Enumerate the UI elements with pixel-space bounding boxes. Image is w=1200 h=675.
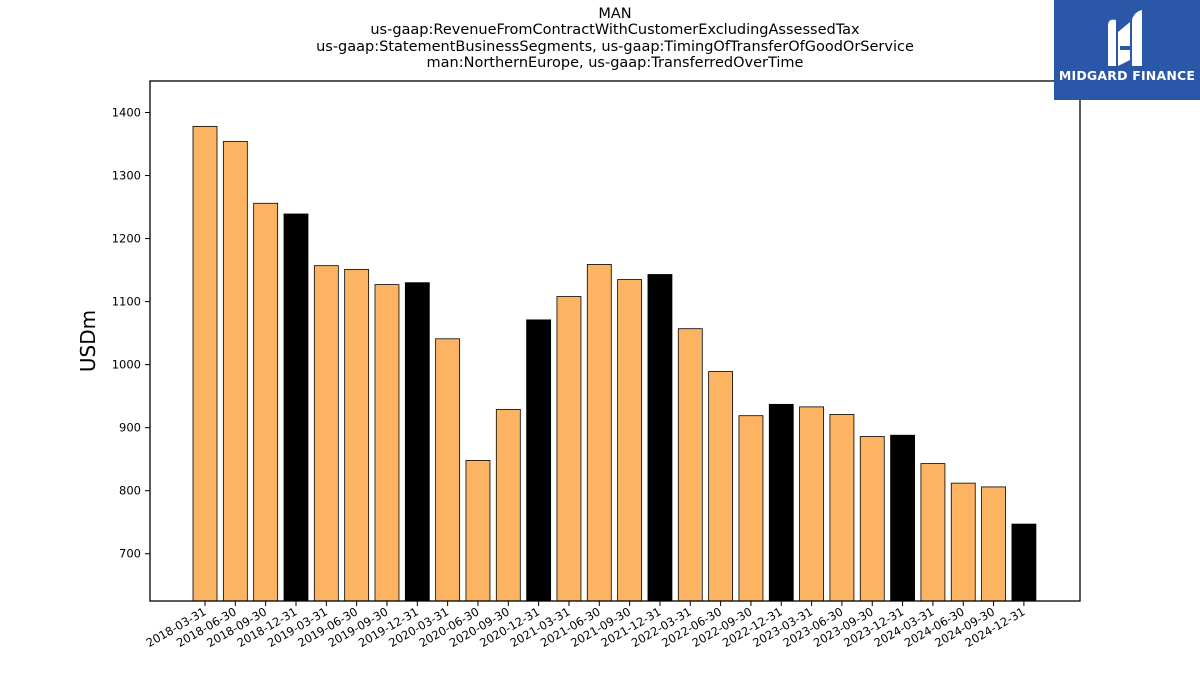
chart-bar: [283, 213, 309, 602]
chart-bar: [890, 434, 915, 602]
y-tick-label: 800: [119, 484, 141, 498]
chart-bar: [344, 269, 370, 602]
y-tick-label: 1000: [112, 358, 141, 372]
y-tick-label: 1100: [112, 295, 141, 309]
y-tick-label: 1400: [112, 106, 141, 120]
chart-bar: [950, 482, 976, 602]
chart-bar: [404, 282, 430, 602]
midgard-logo-icon: [1108, 10, 1142, 67]
chart-title: MAN us-gaap:RevenueFromContractWithCusto…: [0, 6, 1200, 71]
chart-bar: [253, 202, 279, 602]
chart-title-line: man:NorthernEurope, us-gaap:TransferredO…: [426, 54, 804, 71]
chart-bar: [313, 265, 339, 602]
chart-bar: [677, 328, 703, 602]
logo-text: MIDGARD FINANCE: [1058, 68, 1196, 83]
chart-bar: [526, 319, 552, 602]
chart-bar: [222, 141, 248, 602]
y-tick-label: 900: [119, 421, 141, 435]
chart-bar: [556, 296, 582, 602]
chart-bar: [829, 414, 855, 602]
y-axis-label: USDm: [76, 310, 100, 372]
plot-frame: [149, 80, 1081, 602]
chart-bar: [708, 371, 734, 602]
y-tick-label: 1200: [112, 232, 141, 246]
chart-bar: [374, 284, 400, 602]
y-tick-label: 700: [119, 547, 141, 561]
chart-bar: [617, 279, 643, 602]
chart-bar: [920, 463, 946, 602]
chart-title-line: us-gaap:StatementBusinessSegments, us-ga…: [316, 38, 914, 55]
chart-title-line: MAN: [598, 6, 632, 22]
brand-logo: MIDGARD FINANCE: [1054, 0, 1200, 100]
chart-bar: [192, 125, 218, 602]
chart-bar: [981, 486, 1006, 602]
y-tick-label: 1300: [112, 169, 141, 183]
chart-bar: [738, 415, 764, 602]
chart-bar: [495, 408, 521, 602]
chart-bar: [799, 406, 824, 602]
chart-bar: [647, 274, 673, 602]
chart-bar: [435, 338, 461, 602]
chart-bar: [586, 264, 612, 602]
chart-bar: [859, 436, 885, 602]
chart-bar: [1011, 523, 1037, 602]
chart-title-line: us-gaap:RevenueFromContractWithCustomerE…: [370, 22, 860, 39]
chart-bar: [465, 460, 491, 602]
chart-bar: [768, 403, 794, 602]
